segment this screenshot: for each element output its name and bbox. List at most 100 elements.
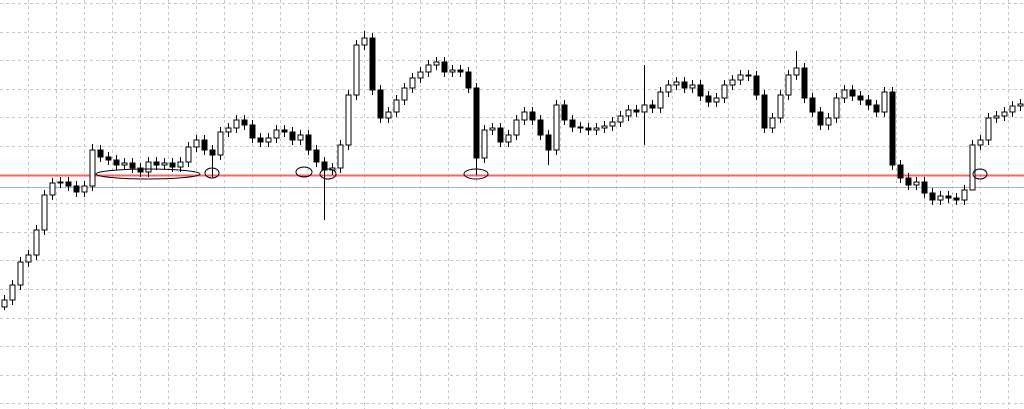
candle <box>577 122 584 133</box>
candle <box>161 158 168 170</box>
candle-body-bullish <box>121 162 128 166</box>
candle-body-bullish <box>353 44 360 96</box>
candle <box>673 77 680 90</box>
candle-body-bearish <box>289 131 296 141</box>
candle-body-bearish <box>585 127 592 131</box>
candle <box>209 145 216 177</box>
candle <box>201 135 208 155</box>
candle-body-bearish <box>865 99 872 106</box>
candle-body-bullish <box>233 119 240 129</box>
candle-body-bullish <box>449 69 456 73</box>
candle-body-bullish <box>641 104 648 113</box>
candle-body-bullish <box>25 254 32 263</box>
candle-body-bullish <box>225 127 232 133</box>
candle <box>193 135 200 152</box>
candle <box>25 250 32 267</box>
candle-body-bullish <box>217 131 224 156</box>
candle-body-bearish <box>473 87 480 159</box>
candle-body-bullish <box>825 117 832 126</box>
candle-body-bearish <box>105 156 112 161</box>
candle <box>649 100 656 113</box>
candle <box>1017 99 1024 111</box>
candle <box>385 107 392 123</box>
candle-body-bearish <box>809 97 816 113</box>
candle <box>337 140 344 173</box>
candle <box>641 65 648 145</box>
candle-body-bearish <box>305 134 312 151</box>
candle-body-bullish <box>793 67 800 76</box>
candle-body-bullish <box>881 91 888 113</box>
candle-body-bullish <box>161 162 168 166</box>
candle <box>537 115 544 140</box>
candle-body-bearish <box>921 181 928 194</box>
candle-body-bullish <box>833 97 840 119</box>
candle-body-bullish <box>145 161 152 173</box>
candle <box>33 225 40 260</box>
candle-body-bearish <box>745 74 752 77</box>
candle-body-bearish <box>761 94 768 129</box>
candle-body-bullish <box>521 111 528 121</box>
candle-body-bullish <box>689 84 696 89</box>
candle-body-bullish <box>961 189 968 201</box>
candle <box>777 90 784 123</box>
candle <box>497 123 504 147</box>
candle <box>465 67 472 93</box>
candle <box>129 158 136 173</box>
candle <box>897 160 904 183</box>
candle <box>153 157 160 170</box>
candle <box>657 87 664 113</box>
candle-body-bullish <box>401 87 408 101</box>
candle <box>481 125 488 163</box>
candle <box>113 155 120 170</box>
candle <box>177 157 184 172</box>
candle <box>817 107 824 130</box>
candle-body-bearish <box>945 195 952 199</box>
candle <box>921 177 928 198</box>
candle-body-bearish <box>577 126 584 129</box>
candle <box>313 145 320 167</box>
candle <box>281 125 288 137</box>
annotation-ellipse <box>204 167 220 179</box>
candle <box>417 67 424 83</box>
candle <box>553 100 560 155</box>
candle-body-bearish <box>281 129 288 133</box>
candle-body-bearish <box>209 149 216 156</box>
candle-body-bearish <box>649 104 656 109</box>
candle-body-bearish <box>569 119 576 128</box>
candle-body-bullish <box>841 89 848 99</box>
candle <box>849 85 856 101</box>
candle-body-bearish <box>561 104 568 121</box>
annotations <box>95 166 988 180</box>
candle <box>433 57 440 70</box>
candle <box>401 83 408 105</box>
candle <box>721 80 728 103</box>
candle <box>73 181 80 197</box>
candle <box>841 85 848 103</box>
candle-body-bearish <box>129 162 136 169</box>
candle-body-bearish <box>169 162 176 168</box>
candle-body-bearish <box>953 197 960 201</box>
candle <box>665 80 672 97</box>
candle <box>833 93 840 123</box>
candle <box>17 257 24 290</box>
candle-body-bullish <box>489 127 496 131</box>
candle <box>969 140 976 191</box>
candle-body-bullish <box>89 149 96 187</box>
candle-body-bullish <box>345 94 352 146</box>
candle-body-bullish <box>177 161 184 168</box>
candle <box>345 90 352 150</box>
candle-body-bullish <box>433 61 440 66</box>
candle <box>633 105 640 117</box>
candle <box>545 130 552 165</box>
candle-body-bearish <box>257 137 264 143</box>
candle-body-bearish <box>153 161 160 166</box>
candle-body-bearish <box>857 95 864 101</box>
candle-body-bullish <box>1 299 8 308</box>
candle <box>809 93 816 117</box>
candle-body-bearish <box>201 139 208 151</box>
candle-body-bearish <box>633 109 640 113</box>
candle-body-bullish <box>185 146 192 163</box>
annotation-ellipse <box>972 168 988 180</box>
candle-body-bullish <box>593 127 600 131</box>
